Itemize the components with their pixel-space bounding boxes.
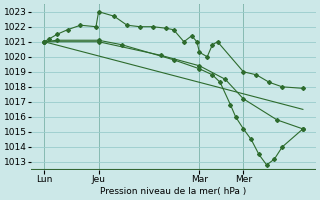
X-axis label: Pression niveau de la mer( hPa ): Pression niveau de la mer( hPa ) [100, 187, 247, 196]
